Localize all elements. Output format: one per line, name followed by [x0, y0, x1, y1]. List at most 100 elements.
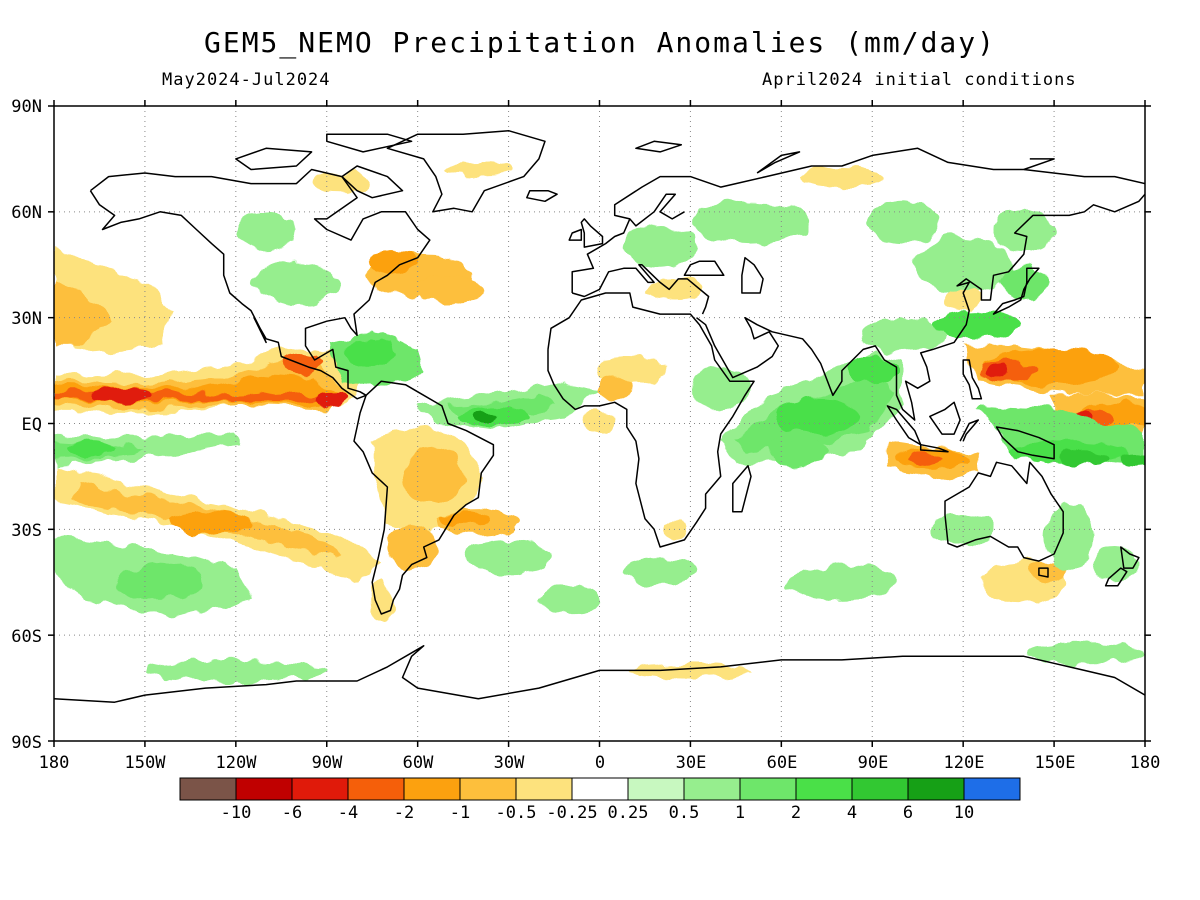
colorbar-label: 4 [847, 803, 857, 823]
graticule [54, 106, 1145, 741]
anomaly-contour [860, 317, 945, 353]
lon-label: 180 [1130, 753, 1161, 773]
lat-label: 30S [11, 521, 42, 541]
anomaly-contour [914, 236, 1012, 293]
anomaly-contour [1120, 451, 1145, 466]
anomaly-contour [775, 398, 861, 435]
anomaly-contour [402, 448, 464, 505]
lat-label: 90S [11, 733, 42, 753]
colorbar-swatch [459, 777, 517, 801]
anomaly-contour [690, 367, 752, 410]
colorbar-swatch [179, 777, 237, 801]
anomaly-contour [314, 391, 351, 406]
anomaly-contour [799, 165, 885, 188]
anomaly-contour [472, 411, 497, 422]
colorbar-swatch [515, 777, 573, 801]
anomaly-contour [117, 564, 203, 600]
anomaly-contour [1023, 642, 1145, 664]
lon-label: 150E [1035, 753, 1076, 773]
anomaly-contour [596, 377, 633, 399]
anomaly-contour [1044, 501, 1094, 572]
initial-conditions: April2024 initial conditions [762, 70, 1077, 90]
lon-label: 120W [216, 753, 258, 773]
anomaly-contour [623, 225, 697, 269]
colorbar-swatch [291, 777, 349, 801]
lon-label: 90W [312, 753, 343, 773]
coastlines [54, 129, 1145, 703]
anomaly-contour [1090, 546, 1139, 583]
anomaly-contour [623, 557, 697, 586]
colorbar-swatch [739, 777, 797, 801]
anomaly-contour [593, 356, 667, 385]
anomaly-contour [787, 564, 897, 600]
anomaly-contour [1060, 451, 1109, 466]
colorbar-swatch [795, 777, 853, 801]
lon-label: 30W [494, 753, 525, 773]
colorbar-label: -0.5 [496, 803, 537, 823]
colorbar-label: 1 [735, 803, 745, 823]
anomaly-contour [144, 659, 327, 682]
colorbar-label: -4 [338, 803, 358, 823]
anomaly-contour [944, 289, 982, 311]
anomaly-contour [369, 578, 394, 622]
anomaly-contour [984, 364, 1009, 377]
lon-label: 90E [858, 753, 889, 773]
colorbar-swatch [347, 777, 405, 801]
anomaly-field [54, 162, 1145, 682]
colorbar-label: -6 [282, 803, 302, 823]
colorbar-swatch [627, 777, 685, 801]
latitude-labels: 90N 60N 30N EQ 30S 60S 90S [11, 97, 42, 753]
lon-label: 180 [39, 753, 70, 773]
colorbar-label: 6 [903, 803, 913, 823]
colorbar-label: -1 [450, 803, 470, 823]
colorbar-swatch [571, 777, 629, 801]
anomaly-contour [538, 585, 600, 615]
anomaly-contour [905, 451, 942, 466]
colorbar-label: -10 [221, 803, 252, 823]
lat-label: 60S [11, 627, 42, 647]
colorbar-swatch [235, 777, 293, 801]
anomaly-contour [347, 338, 397, 368]
anomaly-contour [663, 518, 688, 540]
lat-label: 90N [11, 97, 42, 117]
anomaly-contour [644, 278, 706, 301]
lon-label: 60E [767, 753, 798, 773]
colorbar-label: 0.5 [669, 803, 700, 823]
anomaly-contour [311, 173, 373, 195]
anomaly-contour [369, 250, 418, 272]
colorbar-label: 10 [954, 803, 974, 823]
colorbar-label: 2 [791, 803, 801, 823]
colorbar-label: 0.25 [608, 803, 649, 823]
lat-label: 30N [11, 309, 42, 329]
lat-label: 60N [11, 203, 42, 223]
anomaly-contour [66, 441, 115, 456]
anomaly-contour [935, 310, 1021, 339]
anomaly-contour [441, 162, 515, 177]
chart-title: GEM5_NEMO Precipitation Anomalies (mm/da… [203, 26, 996, 59]
anomaly-contour [993, 208, 1055, 251]
anomaly-contour [438, 511, 488, 526]
anomaly-contour [235, 211, 297, 248]
anomaly-contour [254, 261, 339, 304]
lon-label: 30E [676, 753, 707, 773]
anomaly-contour [411, 275, 485, 304]
lon-label: 120E [944, 753, 985, 773]
colorbar-swatch [851, 777, 909, 801]
anomaly-contour [848, 356, 897, 385]
anomaly-contour [690, 201, 812, 244]
colorbar-swatch [963, 777, 1021, 801]
forecast-period: May2024-Jul2024 [162, 70, 331, 90]
colorbar-swatch [683, 777, 741, 801]
lon-label: 60W [403, 753, 434, 773]
colorbar-label: -0.25 [546, 803, 597, 823]
anomaly-contour [169, 511, 255, 533]
anomaly-contour [866, 201, 939, 244]
anomaly-contour [281, 352, 324, 375]
anomaly-contour [54, 282, 115, 346]
anomaly-contour [387, 525, 436, 569]
anomaly-contour [90, 388, 151, 403]
longitude-labels: 180 150W 120W 90W 60W 30W 0 30E 60E 90E … [39, 753, 1161, 773]
lon-label: 0 [595, 753, 605, 773]
anomaly-contour [999, 264, 1049, 301]
